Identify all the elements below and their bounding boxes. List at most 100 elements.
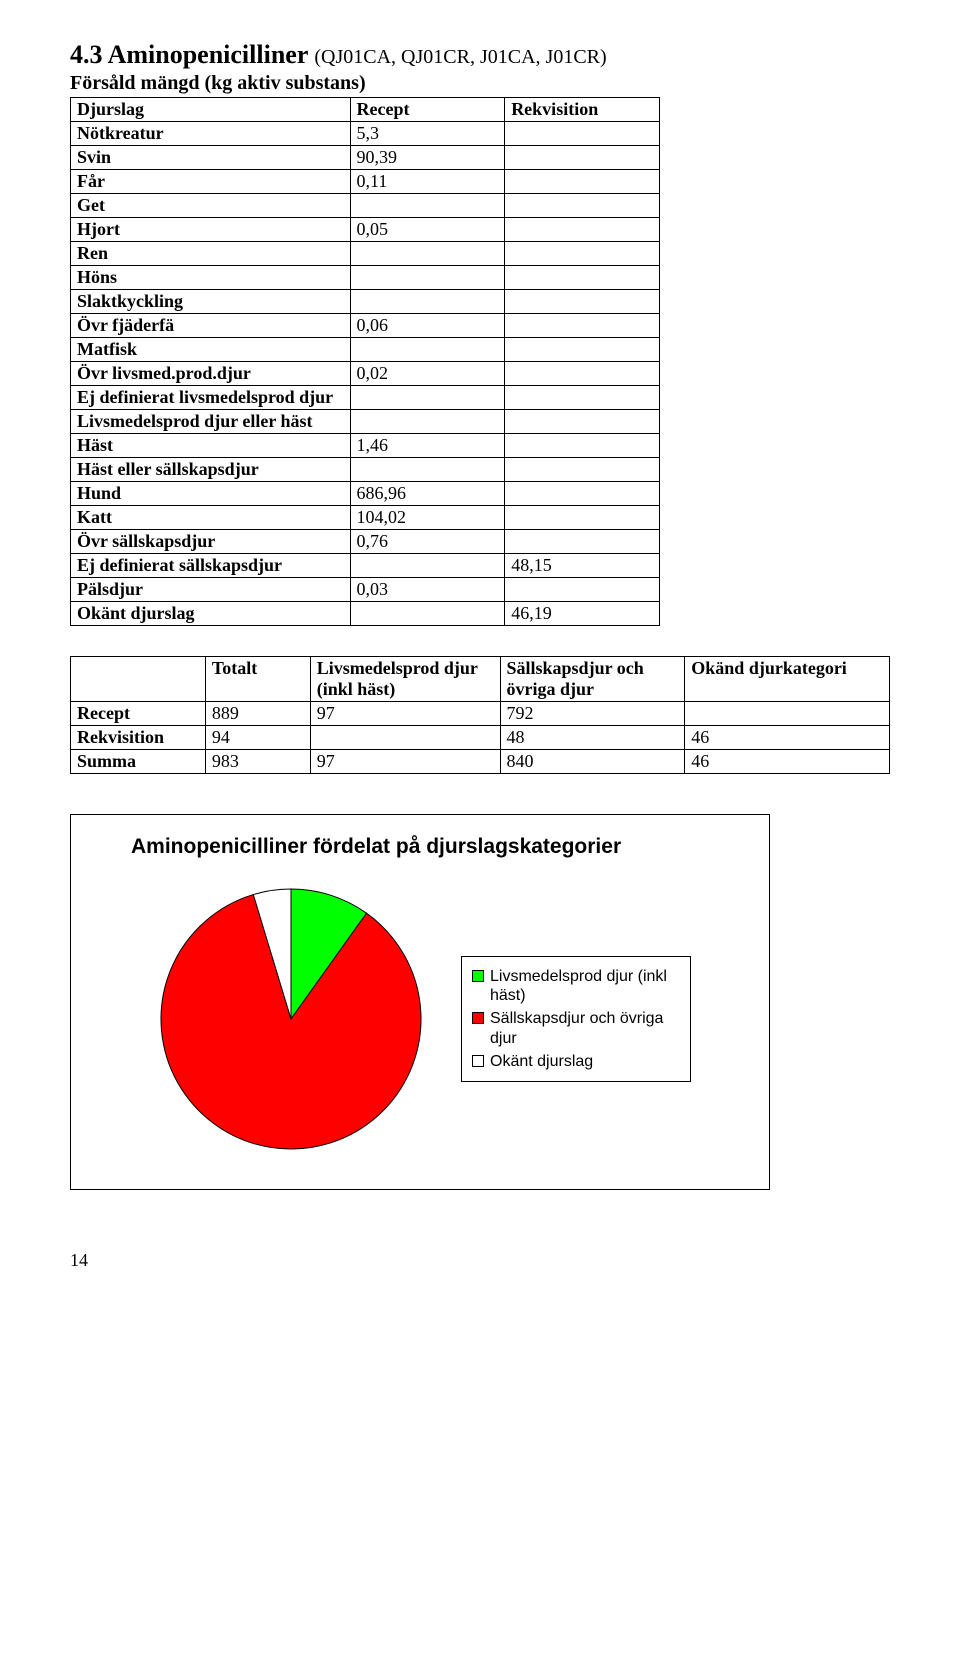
table1-cell-label: Katt (71, 506, 351, 530)
table2-h4: Sällskapsdjur och övriga djur (500, 657, 685, 702)
legend-item: Sällskapsdjur och övriga djur (472, 1009, 680, 1047)
table1-header-rekvisition: Rekvisition (505, 98, 660, 122)
table2-h5: Okänd djurkategori (685, 657, 890, 702)
table2-cell: 94 (205, 726, 310, 750)
section-number: 4.3 (70, 40, 103, 69)
table1-cell-label: Slaktkyckling (71, 290, 351, 314)
table1-header-recept: Recept (350, 98, 505, 122)
table1-cell-recept: 1,46 (350, 434, 505, 458)
table1-cell-rekv (505, 122, 660, 146)
table-row: Recept88997792 (71, 702, 890, 726)
table-row: Höns (71, 266, 660, 290)
table1-cell-rekv (505, 170, 660, 194)
animal-data-table: Djurslag Recept Rekvisition Nötkreatur5,… (70, 97, 660, 626)
table-row: Pälsdjur0,03 (71, 578, 660, 602)
table1-cell-rekv (505, 410, 660, 434)
table1-cell-recept: 0,05 (350, 218, 505, 242)
table-row: Livsmedelsprod djur eller häst (71, 410, 660, 434)
table1-cell-recept (350, 290, 505, 314)
table-row: Hjort0,05 (71, 218, 660, 242)
section-subtitle: Försåld mängd (kg aktiv substans) (70, 72, 890, 95)
legend-label: Okänt djurslag (490, 1052, 593, 1071)
table-row: Ej definierat sällskapsdjur48,15 (71, 554, 660, 578)
table1-cell-rekv: 48,15 (505, 554, 660, 578)
table1-cell-rekv (505, 386, 660, 410)
table-row: Matfisk (71, 338, 660, 362)
pie-chart-container: Aminopenicilliner fördelat på djurslagsk… (70, 814, 770, 1190)
table1-cell-recept: 0,11 (350, 170, 505, 194)
table2-h1 (71, 657, 206, 702)
table1-cell-label: Övr sällskapsdjur (71, 530, 351, 554)
table-row: Rekvisition944846 (71, 726, 890, 750)
table1-cell-recept (350, 266, 505, 290)
table2-cell: 889 (205, 702, 310, 726)
legend-label: Livsmedelsprod djur (inkl häst) (490, 967, 680, 1005)
table-row: Okänt djurslag46,19 (71, 602, 660, 626)
pie-chart (151, 879, 431, 1159)
table1-cell-rekv (505, 506, 660, 530)
table1-cell-rekv (505, 578, 660, 602)
table1-cell-label: Övr livsmed.prod.djur (71, 362, 351, 386)
section-codes: (QJ01CA, QJ01CR, J01CA, J01CR) (314, 46, 606, 68)
table1-cell-label: Ej definierat livsmedelsprod djur (71, 386, 351, 410)
table-row: Övr livsmed.prod.djur0,02 (71, 362, 660, 386)
table-row: Häst eller sällskapsdjur (71, 458, 660, 482)
table1-cell-rekv (505, 314, 660, 338)
table-row: Övr sällskapsdjur0,76 (71, 530, 660, 554)
table1-cell-label: Livsmedelsprod djur eller häst (71, 410, 351, 434)
table-row: Summa9839784046 (71, 750, 890, 774)
table1-cell-recept (350, 410, 505, 434)
table1-cell-recept: 0,06 (350, 314, 505, 338)
table2-cell: Summa (71, 750, 206, 774)
table1-header-djurslag: Djurslag (71, 98, 351, 122)
table1-cell-label: Okänt djurslag (71, 602, 351, 626)
table2-cell (310, 726, 500, 750)
table1-cell-recept (350, 338, 505, 362)
table1-cell-label: Häst (71, 434, 351, 458)
table2-cell: 97 (310, 750, 500, 774)
table2-cell: 97 (310, 702, 500, 726)
table1-cell-label: Hund (71, 482, 351, 506)
section-heading: 4.3 Aminopenicilliner (QJ01CA, QJ01CR, J… (70, 40, 890, 70)
table2-cell: 48 (500, 726, 685, 750)
table1-cell-label: Höns (71, 266, 351, 290)
legend-item: Livsmedelsprod djur (inkl häst) (472, 967, 680, 1005)
chart-legend: Livsmedelsprod djur (inkl häst) Sällskaps… (461, 956, 691, 1082)
table1-cell-recept: 0,76 (350, 530, 505, 554)
legend-label: Sällskapsdjur och övriga djur (490, 1009, 680, 1047)
chart-title: Aminopenicilliner fördelat på djurslagsk… (131, 835, 749, 859)
table-row: Häst1,46 (71, 434, 660, 458)
table1-cell-label: Nötkreatur (71, 122, 351, 146)
table2-h3: Livsmedelsprod djur (inkl häst) (310, 657, 500, 702)
table1-cell-rekv (505, 290, 660, 314)
table-row: Ren (71, 242, 660, 266)
table1-cell-recept (350, 242, 505, 266)
table2-cell: 983 (205, 750, 310, 774)
table1-cell-label: Pälsdjur (71, 578, 351, 602)
table1-cell-recept (350, 602, 505, 626)
table2-cell (685, 702, 890, 726)
table1-cell-rekv (505, 482, 660, 506)
table2-cell: 840 (500, 750, 685, 774)
table1-cell-recept: 90,39 (350, 146, 505, 170)
table1-cell-rekv (505, 146, 660, 170)
table1-cell-rekv (505, 338, 660, 362)
table-row: Nötkreatur5,3 (71, 122, 660, 146)
table1-cell-rekv (505, 218, 660, 242)
table1-cell-recept (350, 194, 505, 218)
table1-cell-rekv (505, 458, 660, 482)
table-row: Get (71, 194, 660, 218)
table-row: Övr fjäderfä0,06 (71, 314, 660, 338)
table2-cell: Recept (71, 702, 206, 726)
summary-table: Totalt Livsmedelsprod djur (inkl häst) S… (70, 656, 890, 774)
table-row: Slaktkyckling (71, 290, 660, 314)
page-number: 14 (70, 1250, 890, 1271)
table-row: Får0,11 (71, 170, 660, 194)
table1-cell-recept: 686,96 (350, 482, 505, 506)
table1-cell-label: Get (71, 194, 351, 218)
table1-cell-label: Ren (71, 242, 351, 266)
section-title-text: Aminopenicilliner (108, 40, 308, 69)
table-row: Svin90,39 (71, 146, 660, 170)
table1-cell-rekv (505, 242, 660, 266)
table1-cell-label: Får (71, 170, 351, 194)
